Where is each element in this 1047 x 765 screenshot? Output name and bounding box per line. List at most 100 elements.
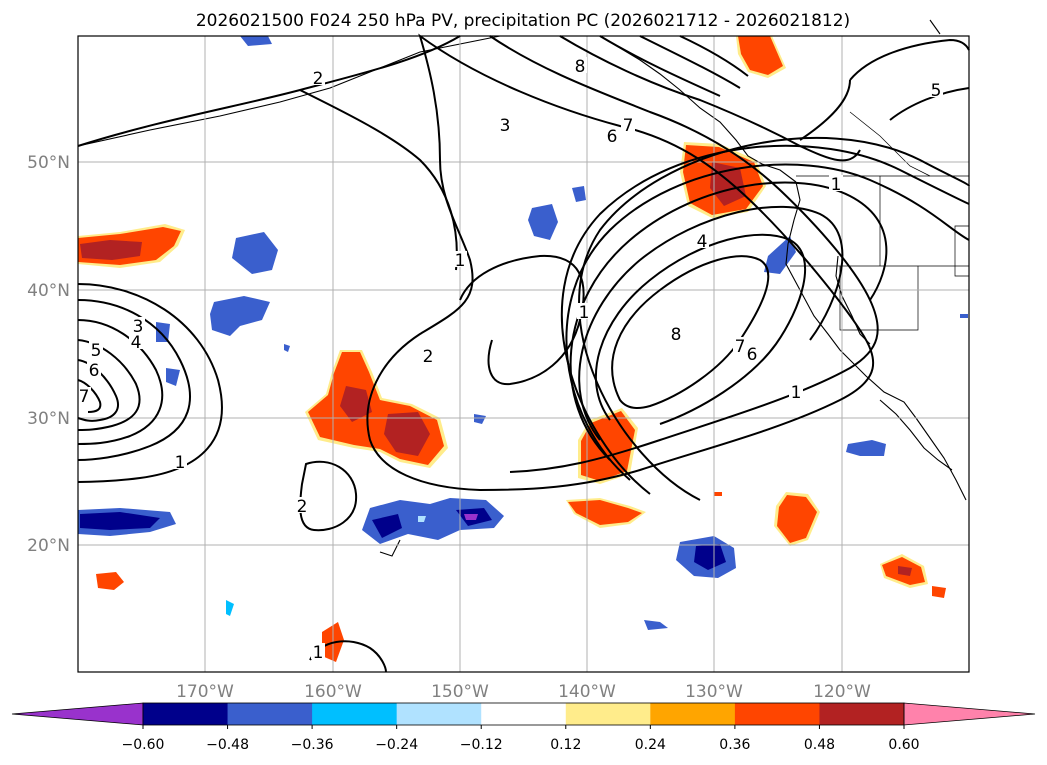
precip-negative-region xyxy=(846,440,886,456)
gridlines xyxy=(78,36,969,672)
lon-tick-label: 140°W xyxy=(558,682,616,702)
contour-label-background xyxy=(829,175,843,191)
precip-positive-region xyxy=(898,566,912,576)
precip-positive-region xyxy=(80,240,142,260)
contour-label-background xyxy=(89,341,103,357)
map-frame xyxy=(77,35,970,673)
precip-negative-region xyxy=(474,414,486,424)
contour-label: 1 xyxy=(313,643,324,663)
lon-tick-label: 170°W xyxy=(176,682,234,702)
precip-positive-region xyxy=(384,412,430,456)
colorbar-swatch xyxy=(565,703,651,725)
contour-label-background xyxy=(498,116,512,132)
contour-label-background xyxy=(929,81,943,97)
colorbar-tick-label: −0.60 xyxy=(122,737,165,753)
precip-negative-region xyxy=(166,368,180,386)
colorbar-tick-label: 0.60 xyxy=(888,737,919,753)
contour-label-background xyxy=(311,643,325,659)
lat-tick-label: 40°N xyxy=(27,281,70,301)
colorbar-tick-label: −0.12 xyxy=(460,737,503,753)
colorbar-tick-label: 0.48 xyxy=(804,737,835,753)
precip-positive-region xyxy=(340,386,372,422)
lat-tick-label: 20°N xyxy=(27,536,70,556)
precip-negative-region xyxy=(232,232,278,274)
contour-label: 8 xyxy=(671,325,682,345)
contour-label: 2 xyxy=(313,69,324,89)
contour-label-background xyxy=(311,69,325,85)
contour-label-background xyxy=(577,303,591,319)
lat-axis: 50°N 40°N 30°N 20°N xyxy=(27,153,70,556)
contour-label-background xyxy=(77,387,91,403)
contour-label-background xyxy=(745,345,759,361)
precip-negative-region xyxy=(418,516,426,522)
precip-negative-region xyxy=(372,514,402,538)
contour-label-background xyxy=(295,497,309,513)
contour-label: 2 xyxy=(297,497,308,517)
colorbar-tick-label: 0.24 xyxy=(635,737,666,753)
precip-negative-region xyxy=(284,344,290,352)
contour-label: 1 xyxy=(455,251,466,271)
colorbar-tick-label: 0.12 xyxy=(550,737,581,753)
contour-label: 6 xyxy=(89,361,100,381)
precip-negative-region xyxy=(572,186,586,202)
contour-label: 7 xyxy=(623,116,634,136)
colorbar-extend-low xyxy=(11,702,144,726)
precip-negative-region xyxy=(960,314,968,318)
contour-label: 5 xyxy=(931,81,942,101)
map-background xyxy=(78,36,969,672)
contour-label: 4 xyxy=(131,333,142,353)
precip-negative-region xyxy=(464,514,478,520)
colorbar-tick-label: −0.48 xyxy=(206,737,249,753)
precip-positive-region xyxy=(714,492,722,496)
contour-label: 7 xyxy=(79,387,90,407)
precip-negative-region xyxy=(240,36,272,46)
precip-positive-region xyxy=(96,572,124,590)
colorbar-extend-high xyxy=(903,702,1036,726)
contour-label: 1 xyxy=(175,453,186,473)
contour-label: 1 xyxy=(831,175,842,195)
contour-label-background xyxy=(87,361,101,377)
colorbar-tick-label: −0.24 xyxy=(375,737,418,753)
colorbar-swatch xyxy=(143,703,229,725)
contour-label-background xyxy=(733,337,747,353)
precip-positive-region xyxy=(777,495,817,543)
lon-axis: 170°W 160°W 150°W 140°W 130°W 120°W xyxy=(176,682,871,702)
lon-tick-label: 150°W xyxy=(431,682,489,702)
contour-label-background xyxy=(453,251,467,267)
colorbar: −0.60 −0.48 −0.36 −0.24 −0.12 0.12 0.24 0.36 0.4… xyxy=(11,702,1036,753)
contour-label-background xyxy=(621,116,635,132)
contour-label-background xyxy=(131,317,145,333)
contour-label: 8 xyxy=(575,57,586,77)
contour-label: 6 xyxy=(607,127,618,147)
colorbar-swatch xyxy=(312,703,398,725)
contour-label-background xyxy=(789,383,803,399)
contour-label-background xyxy=(669,325,683,341)
contour-label: 5 xyxy=(91,341,102,361)
colorbar-swatch xyxy=(650,703,736,725)
colorbar-swatch xyxy=(227,703,313,725)
colorbar-tick-label: 0.36 xyxy=(719,737,750,753)
precip-negative-region xyxy=(80,512,160,530)
precip-positive-region xyxy=(932,586,946,598)
contour-label: 6 xyxy=(747,345,758,365)
contour-label-background xyxy=(605,127,619,143)
precip-negative-region xyxy=(156,322,170,342)
contour-label: 3 xyxy=(133,317,144,337)
contour-label: 2 xyxy=(423,347,434,367)
colorbar-swatch xyxy=(481,703,567,725)
contour-label-background xyxy=(129,333,143,349)
contour-label-background xyxy=(173,453,187,469)
colorbar-swatch xyxy=(819,703,905,725)
precip-negative-region xyxy=(210,296,270,336)
contour-label: 1 xyxy=(791,383,802,403)
lon-tick-label: 120°W xyxy=(813,682,871,702)
lat-tick-label: 30°N xyxy=(27,409,70,429)
colorbar-tick-label: −0.36 xyxy=(291,737,334,753)
contour-label-background xyxy=(573,57,587,73)
colorbar-swatch xyxy=(396,703,482,725)
contour-label-background xyxy=(421,347,435,363)
precip-negative-region xyxy=(644,620,668,630)
